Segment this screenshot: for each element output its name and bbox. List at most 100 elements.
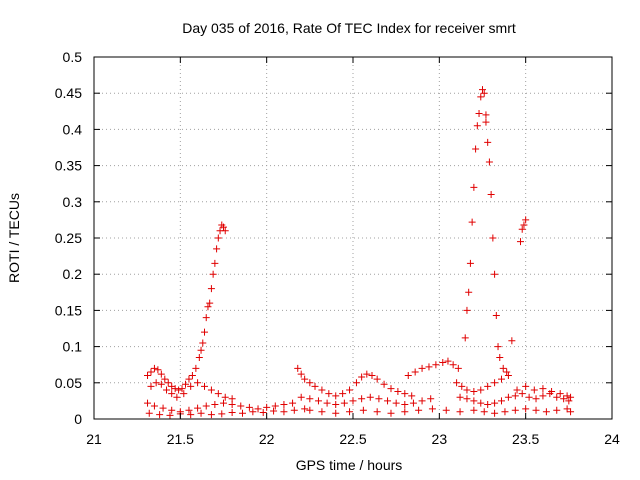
data-point — [525, 393, 533, 401]
data-point — [513, 386, 521, 394]
data-point — [497, 397, 505, 405]
data-point — [522, 216, 530, 224]
data-point — [301, 405, 309, 413]
data-point — [567, 393, 575, 401]
data-point — [249, 408, 257, 416]
data-point — [449, 361, 457, 369]
data-point — [484, 401, 492, 409]
data-point — [180, 390, 188, 398]
data-point — [182, 380, 190, 388]
data-point — [237, 402, 245, 410]
data-point — [439, 359, 447, 367]
data-point — [475, 109, 483, 117]
y-tick-label: 0.2 — [63, 266, 83, 282]
x-tick-label: 22.5 — [339, 431, 366, 447]
data-point — [359, 406, 367, 414]
data-point — [511, 406, 519, 414]
x-tick-label: 23.5 — [512, 431, 539, 447]
data-point — [213, 245, 221, 253]
y-axis-ticks: 0 0.05 0.1 0.15 0.2 0.25 0.3 0.35 0.4 0.45 0.5 — [55, 49, 612, 427]
data-point — [358, 373, 366, 381]
data-point — [202, 314, 210, 322]
data-point — [463, 395, 471, 403]
data-point — [482, 111, 490, 119]
data-point — [311, 382, 319, 390]
data-point — [346, 408, 354, 416]
data-point — [207, 285, 215, 293]
data-point — [453, 379, 461, 387]
data-point — [463, 386, 471, 394]
data-point — [368, 372, 376, 380]
data-point — [491, 379, 499, 387]
data-point — [454, 364, 462, 372]
y-tick-label: 0 — [74, 411, 82, 427]
data-point — [144, 399, 152, 407]
data-point — [522, 405, 530, 413]
data-point — [508, 337, 516, 345]
data-point — [228, 401, 236, 409]
x-tick-label: 21 — [86, 431, 102, 447]
data-point — [332, 409, 340, 417]
data-point — [532, 406, 540, 414]
data-point — [456, 393, 464, 401]
data-point — [466, 259, 474, 267]
y-axis-label: ROTI / TECUs — [6, 193, 22, 283]
data-point — [556, 390, 564, 398]
data-point — [171, 385, 179, 393]
data-point — [318, 386, 326, 394]
data-point — [496, 353, 504, 361]
data-point — [301, 375, 309, 383]
data-point — [418, 364, 426, 372]
data-point — [392, 399, 400, 407]
data-point — [197, 409, 205, 417]
data-point — [306, 395, 314, 403]
data-point — [323, 399, 331, 407]
data-point — [487, 191, 495, 199]
y-tick-label: 0.1 — [63, 339, 83, 355]
data-point — [565, 397, 573, 405]
data-point — [214, 234, 222, 242]
data-point — [539, 392, 547, 400]
data-point — [479, 86, 486, 94]
data-point — [428, 405, 436, 413]
data-point — [332, 401, 340, 409]
data-point — [349, 397, 357, 405]
data-point — [482, 118, 490, 126]
data-point — [409, 399, 417, 407]
data-point — [221, 393, 229, 401]
data-point — [201, 328, 209, 336]
data-point — [290, 406, 298, 414]
data-point — [542, 408, 550, 416]
y-tick-label: 0.25 — [55, 230, 82, 246]
data-point — [470, 387, 478, 395]
y-tick-label: 0.4 — [63, 121, 83, 137]
data-point — [297, 393, 305, 401]
grid-lines — [94, 57, 612, 419]
data-point — [432, 361, 440, 369]
y-tick-label: 0.35 — [55, 158, 82, 174]
data-point — [280, 408, 288, 416]
data-point — [456, 408, 464, 416]
data-point — [401, 390, 409, 398]
data-point — [494, 343, 502, 351]
data-point — [228, 408, 236, 416]
data-point — [185, 406, 193, 414]
data-point — [539, 385, 547, 393]
data-point — [470, 397, 478, 405]
data-point — [553, 393, 561, 401]
data-point — [175, 386, 183, 394]
data-point — [161, 375, 169, 383]
data-point — [516, 238, 524, 246]
data-point — [207, 386, 215, 394]
data-point — [270, 407, 278, 415]
data-point — [199, 339, 207, 347]
data-point — [254, 405, 262, 413]
data-point — [358, 395, 366, 403]
data-point — [489, 234, 497, 242]
data-point — [211, 259, 219, 267]
data-point — [187, 411, 195, 419]
data-point — [192, 364, 200, 372]
data-point — [157, 380, 165, 388]
data-point — [444, 357, 452, 365]
